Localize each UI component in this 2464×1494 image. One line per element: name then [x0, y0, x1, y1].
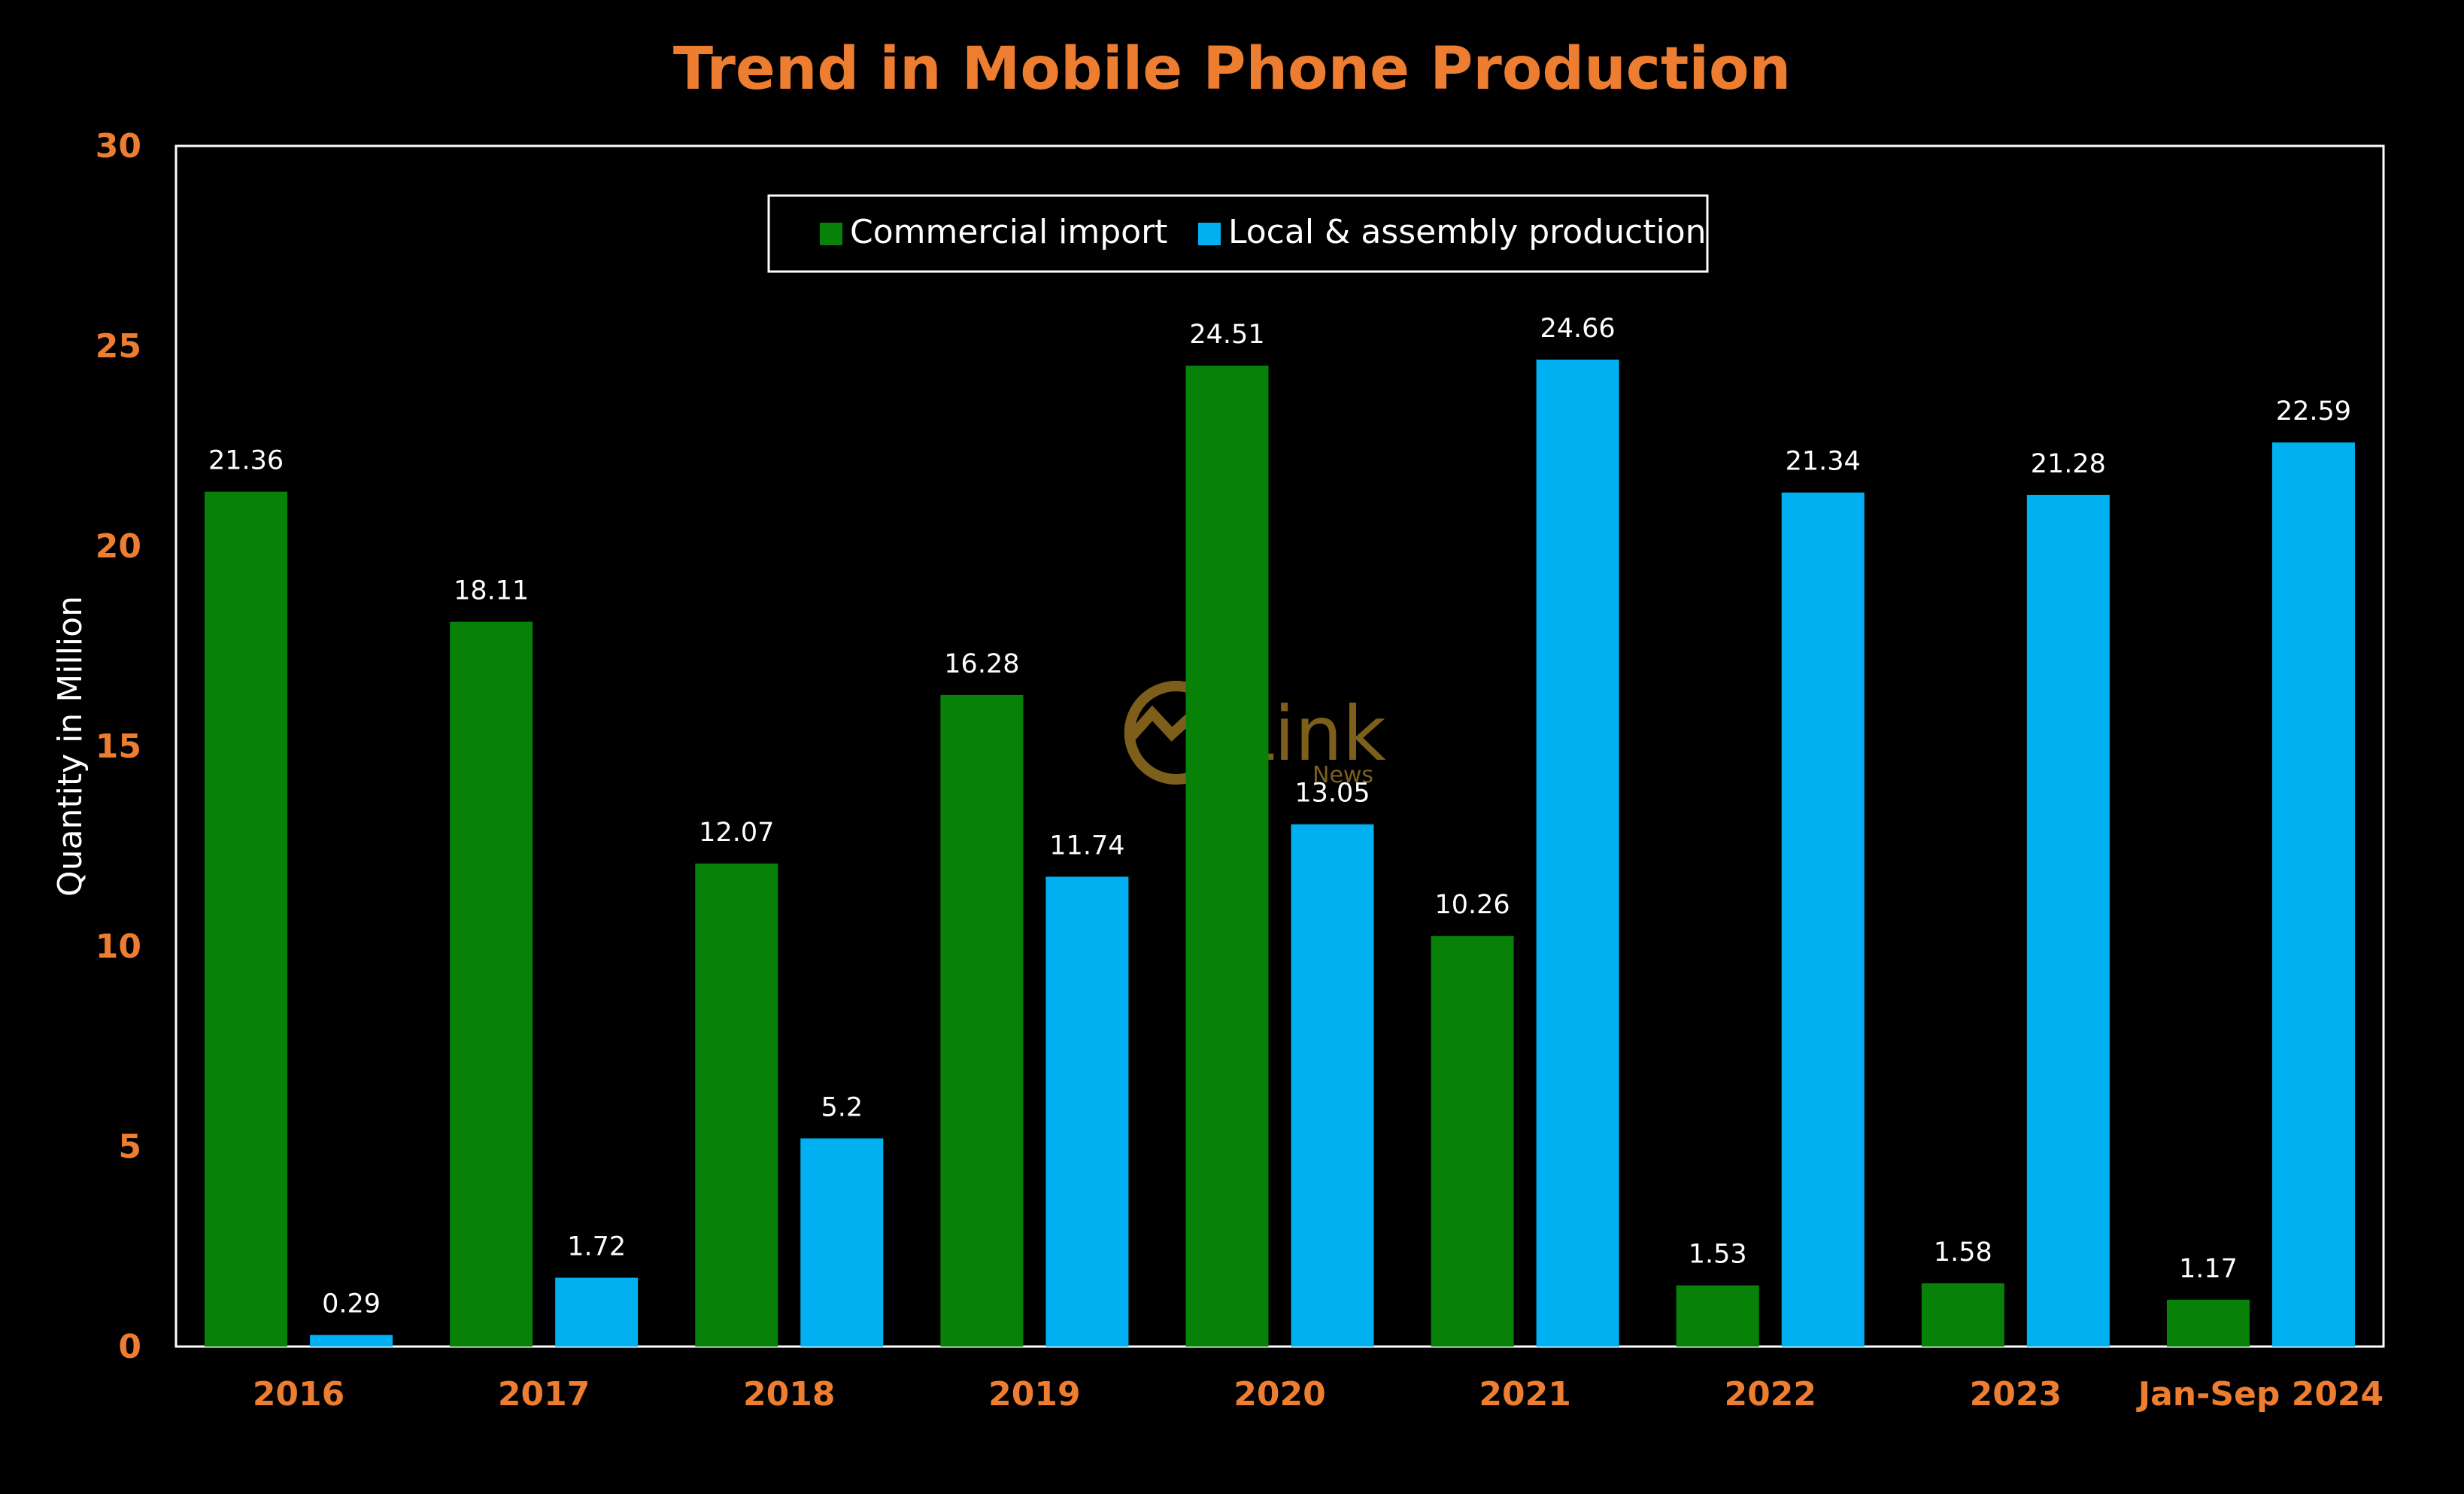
legend-swatch-local-assembly: [1198, 223, 1221, 245]
bar-series: [205, 360, 2355, 1347]
bar-local-assembly-production: [310, 1335, 393, 1347]
y-tick-label: 15: [96, 727, 141, 766]
data-label-local-assembly-production: 21.28: [2031, 449, 2106, 479]
y-tick-label: 30: [96, 127, 141, 165]
legend: Commercial import Local & assembly produ…: [767, 194, 1709, 273]
bar-commercial-import: [940, 694, 1024, 1347]
x-axis-ticks: 2016 2017 2018 2019 2020 2021 2022 2023 Jan-Sep …: [253, 1375, 2384, 1414]
y-tick-label: 0: [118, 1328, 141, 1366]
data-label-commercial-import: 1.53: [1689, 1240, 1747, 1270]
bar-commercial-import: [1431, 936, 1514, 1347]
legend-swatch-commercial-import: [820, 223, 842, 245]
legend-box: [767, 194, 1709, 273]
data-label-local-assembly-production: 0.29: [322, 1289, 381, 1319]
data-label-local-assembly-production: 1.72: [567, 1231, 626, 1262]
data-label-local-assembly-production: 13.05: [1294, 779, 1370, 809]
y-axis-ticks: 0 5 10 15 20 25 30: [96, 127, 141, 1366]
data-label-commercial-import: 1.58: [1934, 1237, 1992, 1268]
data-label-commercial-import: 1.17: [2179, 1254, 2238, 1284]
data-label-local-assembly-production: 21.34: [1786, 447, 1861, 477]
y-tick-label: 25: [96, 327, 141, 366]
bar-commercial-import: [1921, 1283, 2004, 1347]
chart-title: Trend in Mobile Phone Production: [673, 35, 1791, 103]
x-tick-label: 2016: [253, 1375, 344, 1414]
y-tick-label: 20: [96, 527, 141, 566]
data-label-commercial-import: 24.51: [1189, 320, 1264, 350]
bar-commercial-import: [450, 621, 533, 1347]
data-label-commercial-import: 21.36: [208, 446, 284, 476]
x-tick-label: 2019: [988, 1375, 1080, 1414]
bar-local-assembly-production: [2026, 494, 2110, 1347]
y-tick-label: 5: [118, 1128, 141, 1166]
bar-commercial-import: [2166, 1299, 2250, 1347]
watermark-sub: News: [1312, 762, 1373, 788]
data-label-commercial-import: 16.28: [944, 649, 1019, 679]
bar-commercial-import: [695, 863, 778, 1347]
bar-local-assembly-production: [555, 1277, 639, 1347]
data-label-local-assembly-production: 5.2: [821, 1092, 863, 1122]
x-tick-label: 2018: [743, 1375, 835, 1414]
plot-area-frame: [174, 144, 2385, 1348]
x-tick-label: 2020: [1234, 1375, 1325, 1414]
bar-local-assembly-production: [800, 1138, 884, 1347]
data-label-local-assembly-production: 24.66: [1540, 314, 1616, 344]
data-label-commercial-import: 12.07: [699, 818, 774, 848]
legend-label-commercial-import: Commercial import: [850, 213, 1167, 251]
data-label-commercial-import: 10.26: [1435, 890, 1510, 920]
legend-label-local-assembly: Local & assembly production: [1228, 213, 1707, 251]
y-tick-label: 10: [96, 928, 141, 966]
bar-commercial-import: [1185, 366, 1269, 1347]
bar-local-assembly-production: [1291, 824, 1374, 1347]
data-labels: 21.36 18.11 12.07 16.28 24.51 10.26 1.53 1.58 1.…: [208, 314, 2351, 1319]
bar-local-assembly-production: [1536, 360, 1619, 1347]
x-tick-label: 2021: [1479, 1375, 1570, 1414]
bar-commercial-import: [1676, 1285, 1759, 1347]
y-axis-label: Quantity in Million: [51, 596, 90, 897]
x-tick-label: Jan-Sep 2024: [2136, 1375, 2384, 1414]
bar-commercial-import: [205, 491, 288, 1347]
data-label-local-assembly-production: 22.59: [2276, 396, 2351, 427]
bar-local-assembly-production: [2271, 442, 2355, 1347]
bar-local-assembly-production: [1781, 492, 1865, 1347]
x-tick-label: 2022: [1724, 1375, 1816, 1414]
data-label-commercial-import: 18.11: [454, 576, 529, 606]
data-label-local-assembly-production: 11.74: [1049, 831, 1124, 861]
x-tick-label: 2017: [498, 1375, 590, 1414]
bar-local-assembly-production: [1045, 876, 1129, 1347]
x-tick-label: 2023: [1970, 1375, 2062, 1414]
